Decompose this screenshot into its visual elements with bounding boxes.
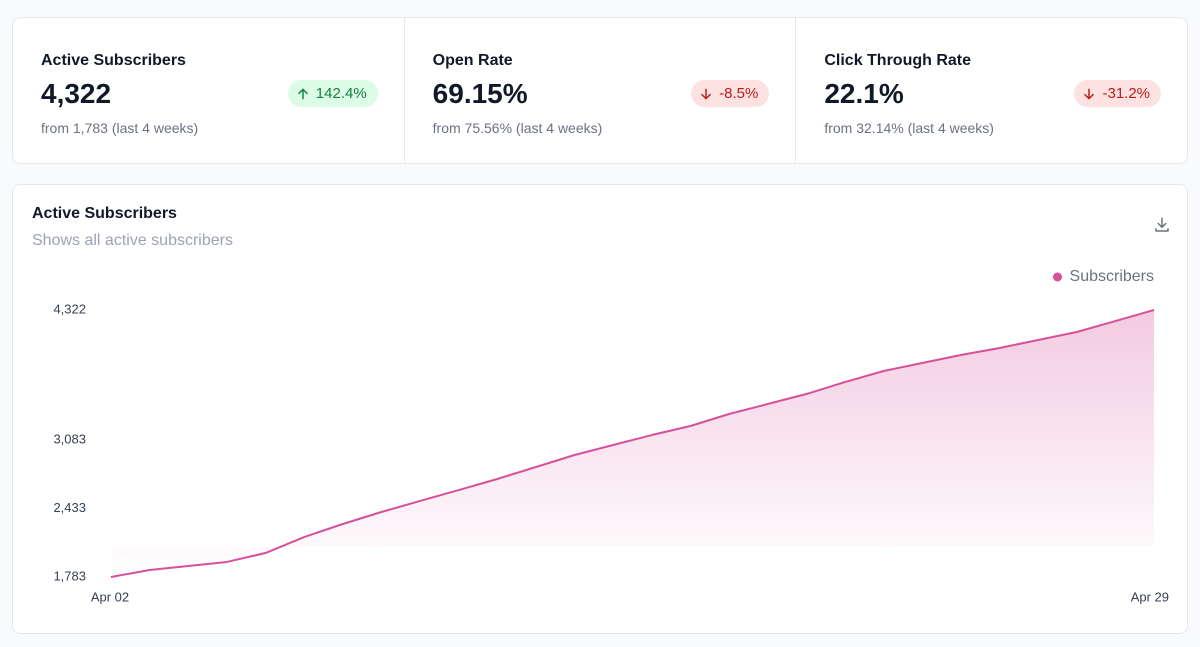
trend-arrow: [1084, 88, 1095, 99]
y-tick-label: 1,783: [53, 568, 86, 583]
chart-title: Active Subscribers: [32, 205, 177, 222]
card-title: Open Rate: [432, 52, 513, 69]
chart-subtitle: Shows all active subscribers: [32, 232, 233, 249]
x-tick-label: Apr 29: [1131, 589, 1169, 604]
change-badge: 142.4%: [287, 80, 378, 107]
trend-arrow: [297, 88, 308, 99]
card-from: from 1,783 (last 4 weeks): [41, 120, 199, 136]
kpi-card: Open Rate 69.15% from 75.56% (last 4 weeks…: [405, 18, 797, 163]
card-title: Active Subscribers: [41, 52, 186, 69]
y-tick-label: 3,083: [53, 432, 86, 447]
kpi-cards: Active Subscribers 4,322 from 1,783 (last …: [12, 17, 1188, 164]
change-badge: -31.2%: [1074, 80, 1162, 107]
card-from: from 75.56% (last 4 weeks): [432, 120, 603, 136]
change-value: -31.2%: [1102, 85, 1151, 102]
change-value: 142.4%: [315, 85, 367, 102]
card-from: from 32.14% (last 4 weeks): [824, 120, 994, 136]
download-button[interactable]: [1153, 216, 1171, 234]
area: [111, 310, 1154, 577]
card-value: 22.1%: [824, 78, 904, 109]
trend-arrow: [701, 88, 711, 99]
kpi-card: Click Through Rate 22.1% from 32.14% (last…: [796, 18, 1187, 163]
change-badge: -8.5%: [691, 80, 770, 107]
card-title: Click Through Rate: [824, 52, 972, 69]
x-tick-label: Apr 02: [91, 589, 129, 604]
y-tick-label: 2,433: [53, 500, 86, 515]
legend-swatch: [1053, 272, 1063, 282]
line: [110, 309, 1155, 578]
kpi-card: Active Subscribers 4,322 from 1,783 (last …: [13, 18, 405, 163]
card-value: 69.15%: [432, 78, 528, 109]
y-tick-label: 4,322: [53, 301, 86, 316]
card-value: 4,322: [41, 78, 112, 109]
change-value: -8.5%: [719, 85, 759, 102]
legend-label: Subscribers: [1070, 268, 1154, 285]
